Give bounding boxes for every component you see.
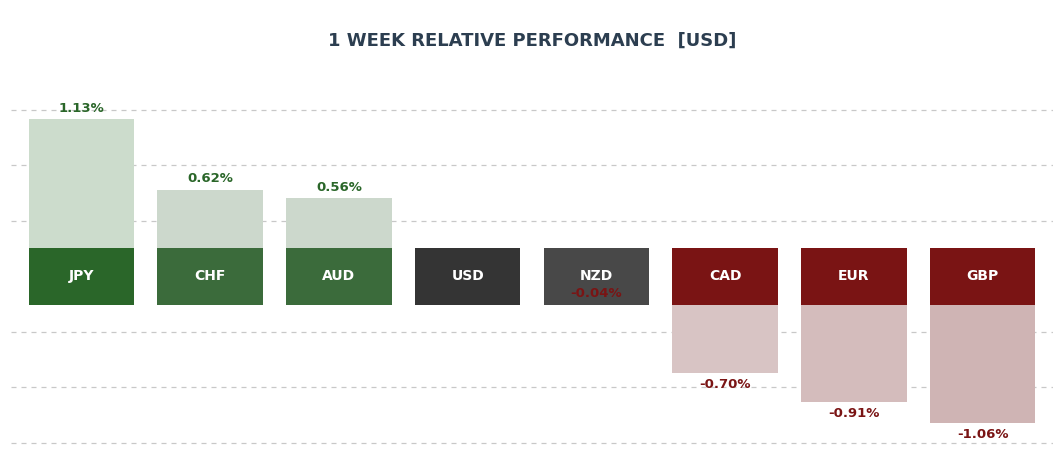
Text: -0.70%: -0.70%	[699, 378, 751, 391]
Bar	[801, 247, 907, 305]
Text: 0.56%: 0.56%	[316, 181, 362, 193]
Bar	[544, 276, 649, 281]
Text: JPY: JPY	[69, 269, 95, 283]
Text: CHF: CHF	[195, 269, 226, 283]
Bar	[930, 276, 1035, 423]
Text: GBP: GBP	[966, 269, 999, 283]
Bar	[672, 247, 778, 305]
Bar	[29, 119, 134, 276]
Bar	[930, 247, 1035, 305]
Bar	[157, 190, 263, 276]
Text: -0.04%: -0.04%	[570, 286, 622, 300]
Bar	[672, 276, 778, 373]
Text: 1.13%: 1.13%	[59, 102, 104, 114]
Bar	[286, 247, 392, 305]
Text: EUR: EUR	[838, 269, 869, 283]
Bar	[544, 247, 649, 305]
Text: CAD: CAD	[709, 269, 742, 283]
Bar	[286, 198, 392, 276]
Text: NZD: NZD	[580, 269, 613, 283]
Bar	[801, 276, 907, 402]
Text: 0.62%: 0.62%	[187, 172, 233, 185]
Bar	[157, 247, 263, 305]
Text: USD: USD	[451, 269, 484, 283]
Bar	[29, 247, 134, 305]
Text: -0.91%: -0.91%	[828, 407, 880, 420]
Text: 1 WEEK RELATIVE PERFORMANCE  [USD]: 1 WEEK RELATIVE PERFORMANCE [USD]	[328, 32, 736, 50]
Bar	[415, 247, 520, 305]
Text: AUD: AUD	[322, 269, 355, 283]
Text: -1.06%: -1.06%	[957, 428, 1009, 441]
